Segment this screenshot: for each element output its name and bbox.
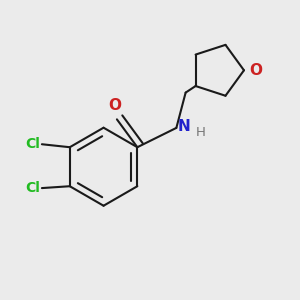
Text: N: N xyxy=(178,119,190,134)
Text: Cl: Cl xyxy=(25,137,40,151)
Text: Cl: Cl xyxy=(25,181,40,195)
Text: O: O xyxy=(109,98,122,113)
Text: H: H xyxy=(196,126,206,139)
Text: O: O xyxy=(249,63,262,78)
